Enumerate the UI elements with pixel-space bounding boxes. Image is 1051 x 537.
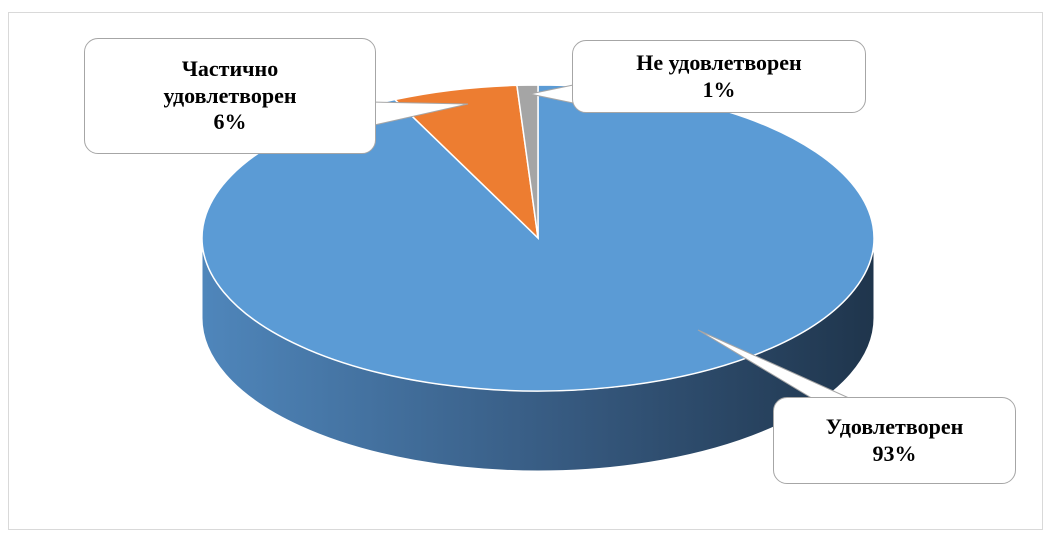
slice bbox=[516, 84, 539, 239]
slice-label: Частично удовлетворен bbox=[163, 56, 297, 108]
pie bbox=[201, 84, 875, 472]
callout: Удовлетворен 93% bbox=[773, 397, 1016, 484]
slice-value-label: 1% bbox=[702, 76, 736, 102]
slice-label: Удовлетворен bbox=[825, 414, 964, 440]
callout: Частично удовлетворен 6% bbox=[84, 38, 376, 154]
slice-label: Не удовлетворен bbox=[636, 50, 802, 76]
callout-pointers bbox=[369, 83, 861, 404]
slice-value-label: 6% bbox=[213, 109, 247, 135]
slice-value-label: 93% bbox=[872, 440, 917, 466]
slice bbox=[393, 84, 540, 241]
callout: Не удовлетворен 1% bbox=[572, 40, 866, 113]
